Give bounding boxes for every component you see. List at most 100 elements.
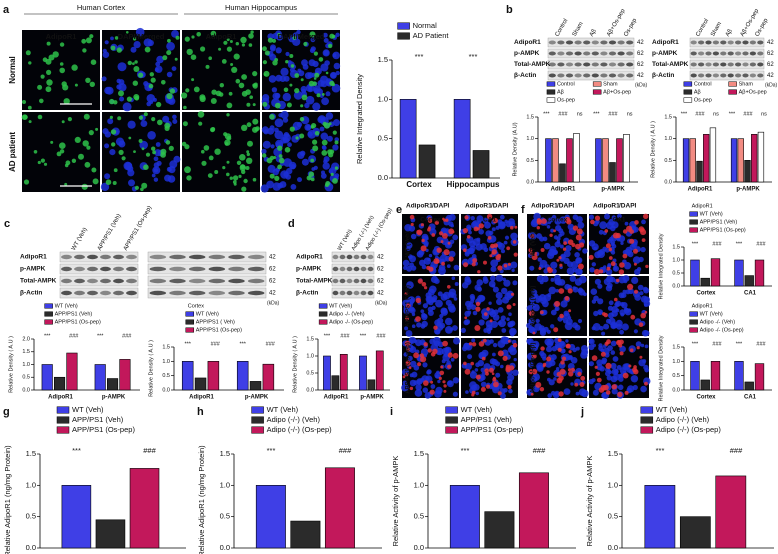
legend-label: WT (Veh) [55, 303, 78, 309]
cell [123, 161, 133, 171]
y-tick-label: 0.0 [672, 387, 680, 393]
cell [589, 339, 593, 344]
cell [134, 60, 138, 64]
blot-strip [689, 48, 765, 59]
cell [283, 158, 292, 167]
y-axis-label: Relative AdipoR1 (ng/mg Protein) [197, 445, 206, 554]
cell [616, 365, 622, 370]
y-tick-label: 0.5 [22, 375, 30, 381]
cell [638, 322, 644, 328]
cell [183, 105, 187, 110]
cell [619, 373, 624, 378]
cell [126, 31, 129, 34]
cell [440, 365, 444, 369]
cell [641, 329, 649, 337]
blot-band [574, 73, 582, 78]
cell [143, 38, 153, 47]
cell [423, 342, 428, 347]
cell [558, 391, 564, 397]
cell [630, 314, 636, 320]
cell [421, 312, 426, 318]
blot-band [705, 73, 712, 78]
cell [148, 83, 154, 89]
blot-band [548, 73, 556, 78]
cell [564, 296, 570, 301]
cell [253, 82, 258, 87]
cell [492, 342, 498, 348]
cell [450, 224, 454, 228]
blot-band [87, 278, 98, 284]
cell [471, 393, 475, 397]
cell [214, 148, 221, 155]
cell [464, 316, 468, 320]
cell [500, 249, 506, 254]
cell [332, 51, 341, 60]
cell [408, 336, 416, 344]
cell [280, 110, 289, 119]
blot-band [188, 278, 206, 284]
cell [640, 246, 646, 253]
cell [580, 345, 588, 352]
cell [556, 236, 561, 241]
cell [452, 325, 458, 331]
cell [491, 249, 497, 255]
cell [453, 264, 460, 271]
y-tick-label: 1.0 [162, 359, 170, 365]
cell [530, 234, 535, 239]
cell [243, 178, 248, 184]
cell [430, 384, 436, 389]
cell [480, 367, 486, 373]
panel-letter: b [506, 4, 513, 16]
cell [401, 383, 409, 392]
cell [547, 377, 551, 382]
cell [622, 229, 628, 234]
cell [286, 102, 292, 108]
significance: *** [461, 446, 470, 455]
bar [566, 138, 573, 183]
cell [514, 225, 518, 229]
blot-band [591, 51, 599, 56]
legend-label: WT (Veh) [700, 211, 723, 217]
cell [601, 357, 608, 364]
cell [559, 313, 564, 319]
cell [417, 278, 423, 284]
cell [614, 301, 620, 308]
bar [703, 134, 710, 183]
cell [132, 37, 137, 41]
cell [167, 175, 176, 183]
legend-label: Adipo -/- (Os-pep) [700, 327, 744, 333]
cell [471, 254, 477, 259]
y-tick-label: 0.5 [306, 370, 314, 376]
cell [452, 234, 459, 241]
cell [542, 356, 547, 361]
panel-letter: d [288, 218, 295, 230]
y-axis-label: Relative Activity of p-AMPK [391, 456, 400, 547]
cell [113, 168, 118, 173]
cell [545, 360, 553, 368]
cell [252, 118, 259, 125]
blot-band [583, 62, 591, 67]
blot-band [367, 254, 374, 260]
cell [414, 389, 423, 397]
blot-band [113, 290, 124, 296]
blot-strip [331, 263, 375, 275]
cell [428, 288, 435, 296]
cell [471, 338, 476, 343]
cell [59, 67, 65, 74]
cell [45, 58, 52, 65]
legend-label: APP/PS1 (Os-pep) [55, 319, 101, 325]
cell [415, 384, 422, 391]
kda-unit: (kDa) [375, 300, 388, 306]
cell [568, 350, 572, 354]
blot-band [61, 290, 72, 296]
cell [110, 36, 114, 41]
cell [470, 295, 476, 301]
cell [553, 391, 560, 399]
cell [619, 345, 626, 353]
cell [321, 150, 328, 156]
cell [466, 224, 472, 230]
cell [472, 238, 481, 246]
cell [591, 326, 596, 331]
cell [574, 252, 580, 258]
cell [171, 66, 177, 71]
